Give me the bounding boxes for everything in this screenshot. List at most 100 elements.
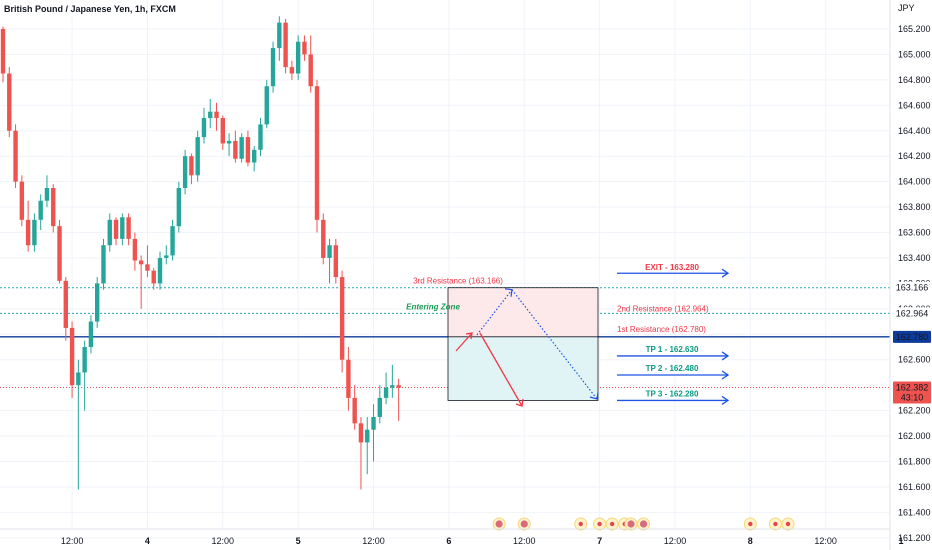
time-tick-label: 5 — [296, 536, 301, 546]
candle-body — [7, 73, 12, 131]
entering-zone-label: Entering Zone — [406, 302, 460, 311]
candle-body — [289, 67, 295, 74]
candle-body — [107, 219, 112, 246]
candle-body — [346, 359, 351, 398]
candle-body — [63, 280, 68, 328]
candlestick-series — [0, 16, 401, 490]
red-arrow-up-head — [465, 332, 473, 340]
event-marker-dot-icon — [495, 520, 503, 528]
candle-body — [145, 264, 150, 271]
price-tick-label: 161.400 — [898, 507, 931, 517]
candle-body — [82, 347, 87, 373]
projection-down-dotted-head — [589, 391, 599, 400]
candle-body — [283, 22, 288, 68]
candle-body — [352, 397, 357, 424]
candle-body — [95, 283, 100, 322]
time-tick-label: 6 — [446, 536, 451, 546]
event-marker-dot-icon — [520, 520, 528, 528]
candle-body — [226, 140, 232, 144]
candle-body — [333, 245, 339, 278]
candle-body — [308, 54, 313, 87]
candle-body — [88, 321, 94, 348]
candle-body — [264, 86, 269, 125]
event-marker-dot-icon — [748, 521, 753, 527]
price-tick-label: 164.400 — [898, 126, 931, 136]
chart-title: British Pound / Japanese Yen, 1h, FXCM — [4, 4, 176, 14]
candle-body — [126, 217, 131, 239]
badge-162780-bg — [893, 330, 931, 343]
tp3-arrow-head — [721, 395, 730, 405]
candle-body — [208, 111, 213, 119]
resistance-1-label: 1st Resistance (162.780) — [617, 325, 706, 334]
candle-body — [25, 219, 31, 246]
candle-body — [151, 270, 156, 284]
price-tick-label: 163.400 — [898, 253, 931, 263]
resistance-3-label: 3rd Resistance (163.166) — [413, 277, 503, 286]
time-tick-label: 12:00 — [61, 536, 84, 546]
time-tick-label: 1 — [899, 536, 904, 546]
candle-body — [390, 385, 395, 388]
price-tick-label: 162.200 — [898, 406, 931, 416]
chart-grid — [0, 0, 902, 539]
bar-countdown: 43:10 — [901, 392, 924, 402]
event-markers[interactable] — [492, 517, 908, 531]
event-marker-dot-icon — [578, 521, 583, 527]
candle-body — [138, 260, 144, 265]
candle-body — [383, 387, 389, 398]
candle-body — [101, 245, 106, 284]
candle-body — [0, 28, 6, 74]
candle-body — [113, 219, 119, 239]
resistance-zone — [447, 287, 599, 338]
price-tick-label: 162.000 — [898, 431, 931, 441]
time-axis-ticks: 12:00 4 12:00 5 12:00 6 12:00 7 12:00 8 12:00 1 — [61, 536, 904, 546]
candle-body — [19, 181, 25, 220]
event-marker-dot-icon — [597, 521, 602, 527]
price-tick-label: 162.600 — [898, 355, 931, 365]
candle-body — [277, 22, 282, 49]
event-marker-dot-icon — [639, 520, 648, 528]
time-tick-label: 12:00 — [362, 536, 385, 546]
price-tick-label: 165.200 — [898, 24, 931, 34]
price-tick-label: 164.200 — [898, 151, 931, 161]
candle-body — [252, 149, 257, 163]
candle-body — [176, 187, 182, 227]
red-arrow-up — [455, 332, 473, 352]
time-tick-label: 12:00 — [664, 536, 687, 546]
badge-163166-bg — [893, 281, 931, 294]
trade-zone — [447, 287, 599, 401]
tp2-arrow-head — [721, 370, 730, 380]
candle-body — [365, 429, 370, 443]
candle-body — [51, 187, 56, 227]
time-tick-label: 12:00 — [212, 536, 235, 546]
candle-body — [57, 226, 62, 281]
candle-body — [201, 118, 207, 138]
time-tick-label: 12:00 — [513, 536, 536, 546]
badge-162964: 162.964 — [896, 308, 929, 318]
tp3-label: TP 3 - 162.280 — [646, 389, 699, 398]
candle-body — [371, 416, 376, 430]
time-tick-label: 4 — [145, 536, 150, 546]
target-zone — [447, 336, 599, 401]
time-tick-label: 12:00 — [814, 536, 837, 546]
badge-163166: 163.166 — [896, 283, 929, 293]
candle-body — [170, 226, 175, 256]
tp1-arrow-head — [721, 351, 730, 361]
candle-body — [182, 156, 188, 188]
last-price-badge-bg — [893, 381, 931, 404]
level-lines — [0, 287, 890, 388]
price-axis[interactable] — [890, 0, 932, 550]
candle-body — [38, 200, 43, 220]
projection-up-dotted — [476, 289, 513, 336]
price-tick-label: 165.000 — [898, 49, 931, 59]
resistance-2-label: 2nd Resistance (162.964) — [617, 304, 709, 313]
price-tick-label: 164.800 — [898, 75, 931, 85]
candle-body — [321, 219, 326, 258]
candle-body — [314, 86, 320, 220]
time-tick-label: 7 — [597, 536, 602, 546]
candle-body — [164, 255, 169, 258]
candle-body — [245, 137, 251, 163]
candle-body — [302, 41, 307, 55]
price-tick-label: 161.800 — [898, 456, 931, 466]
